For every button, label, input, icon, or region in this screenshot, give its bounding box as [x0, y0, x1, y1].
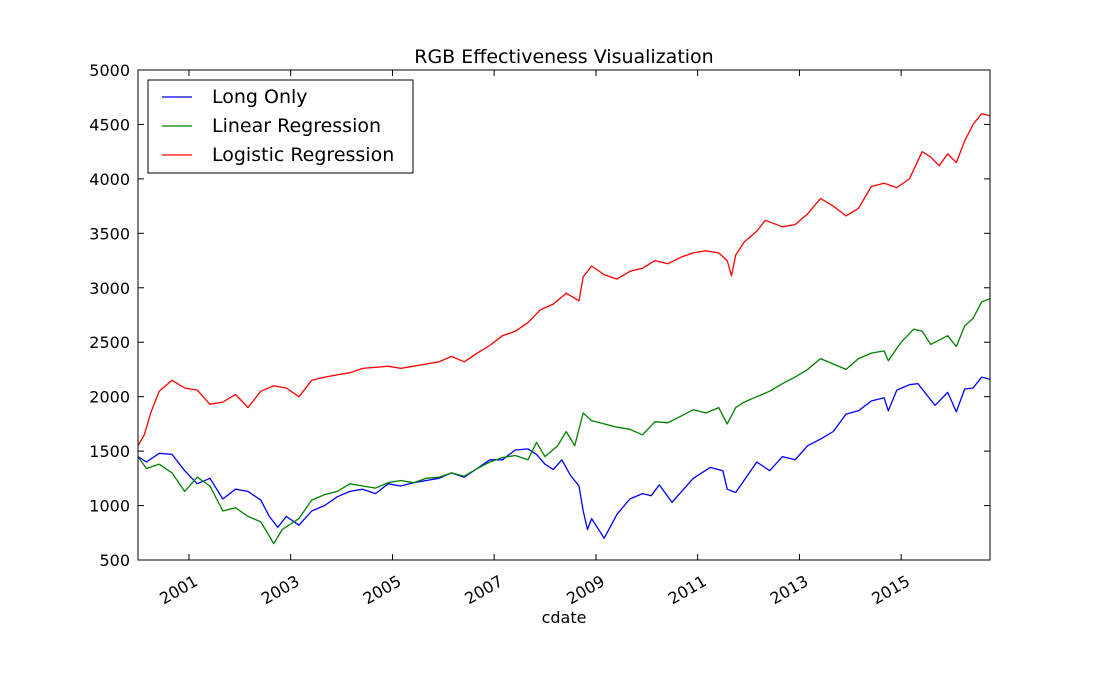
- y-tick-label: 5000: [89, 61, 130, 80]
- y-tick-label: 1000: [89, 497, 130, 516]
- series-line-0: [137, 376, 991, 539]
- legend-box: [147, 79, 414, 174]
- y-tick-label: 4000: [89, 170, 130, 189]
- y-tick-label: 3500: [89, 224, 130, 243]
- legend: Long Only Linear Regression Logistic Regre…: [147, 79, 414, 174]
- legend-label-2: Logistic Regression: [212, 144, 394, 166]
- legend-label-0: Long Only: [212, 86, 308, 108]
- y-tick-label: 3000: [89, 279, 130, 298]
- series-line-2: [137, 112, 991, 447]
- series-layer: [137, 112, 991, 545]
- y-tick-label: 2000: [89, 388, 130, 407]
- y-tick-label: 2500: [89, 333, 130, 352]
- y-axis: 500 1000 1500 2000 2500 3000 3500 4000 4500 5000: [89, 61, 990, 570]
- chart-title: RGB Effectiveness Visualization: [414, 46, 713, 68]
- y-tick-label: 4500: [89, 115, 130, 134]
- series-line-1: [137, 298, 991, 545]
- y-tick-label: 500: [99, 551, 130, 570]
- y-tick-label: 1500: [89, 442, 130, 461]
- plot-frame: [137, 69, 991, 561]
- legend-label-1: Linear Regression: [212, 115, 381, 137]
- x-axis-label: cdate: [542, 608, 587, 627]
